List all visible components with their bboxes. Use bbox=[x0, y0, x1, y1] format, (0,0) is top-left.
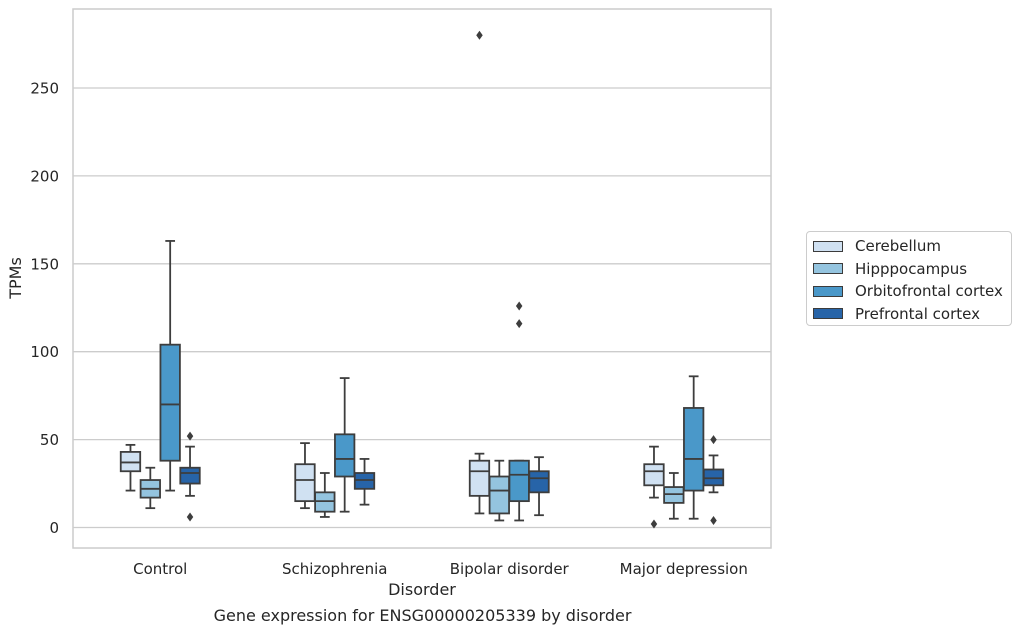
box-1-1 bbox=[314, 472, 336, 518]
legend-label-prefrontal-cortex: Prefrontal cortex bbox=[855, 304, 980, 323]
legend-swatch-cerebellum bbox=[813, 240, 843, 252]
box-1-3 bbox=[663, 472, 685, 520]
x-axis-label: Disorder bbox=[388, 580, 456, 599]
legend-item-orbitofrontal-cortex: Orbitofrontal cortex bbox=[813, 280, 1011, 303]
box-body bbox=[159, 343, 181, 462]
x-tick-label-3: Major depression bbox=[620, 560, 748, 578]
y-axis-ticks: 0 50 100 150 200 250 bbox=[30, 80, 59, 538]
box-2-0 bbox=[159, 240, 181, 492]
y-tick-label-0: 0 bbox=[49, 519, 59, 537]
box-0-3 bbox=[643, 445, 665, 529]
x-tick-label-0: Control bbox=[133, 560, 187, 578]
box-body bbox=[508, 459, 530, 503]
outlier-point-1 bbox=[186, 512, 194, 522]
plot-frame bbox=[72, 8, 772, 549]
x-axis-ticks: Control Schizophrenia Bipolar disorder Majo… bbox=[133, 560, 748, 578]
legend-item-prefrontal-cortex: Prefrontal cortex bbox=[813, 303, 1011, 326]
outlier-point-1 bbox=[710, 515, 717, 525]
box-3-3 bbox=[702, 435, 725, 525]
box-1-0 bbox=[139, 466, 161, 510]
outlier-point-0 bbox=[186, 431, 194, 441]
legend-label-cerebellum: Cerebellum bbox=[855, 237, 941, 256]
y-tick-label-3: 150 bbox=[30, 255, 59, 273]
outlier-point-0 bbox=[650, 519, 658, 529]
box-3-2 bbox=[528, 456, 550, 517]
box-body bbox=[468, 459, 491, 497]
legend-label-hipppocampus: Hipppocampus bbox=[855, 259, 968, 278]
outlier-point-1 bbox=[515, 319, 523, 329]
y-tick-label-1: 50 bbox=[40, 431, 59, 449]
box-1-2 bbox=[488, 459, 510, 522]
legend-swatch-hipppocampus bbox=[813, 263, 843, 275]
legend-item-hipppocampus: Hipppocampus bbox=[813, 258, 1011, 281]
box-0-1 bbox=[294, 442, 316, 510]
y-tick-label-2: 100 bbox=[30, 343, 59, 361]
x-tick-label-1: Schizophrenia bbox=[282, 560, 387, 578]
box-2-1 bbox=[334, 377, 356, 513]
outlier-point-0 bbox=[515, 301, 523, 311]
box-body bbox=[488, 475, 510, 515]
legend-swatch-orbitofrontal-cortex bbox=[813, 285, 843, 297]
box-0-0 bbox=[119, 443, 142, 492]
y-tick-label-4: 200 bbox=[30, 167, 59, 185]
box-2-2 bbox=[508, 301, 530, 522]
box-body bbox=[334, 433, 356, 478]
box-body bbox=[683, 407, 705, 492]
box-0-2 bbox=[468, 30, 491, 515]
y-axis-label: TPMs bbox=[6, 257, 25, 300]
box-3-1 bbox=[353, 458, 376, 506]
legend-item-cerebellum: Cerebellum bbox=[813, 235, 1011, 258]
legend-swatch-prefrontal-cortex bbox=[813, 308, 843, 320]
box-2-3 bbox=[683, 375, 705, 520]
y-tick-label-5: 250 bbox=[30, 80, 59, 98]
outlier-point-0 bbox=[476, 30, 483, 40]
box-body bbox=[643, 463, 665, 487]
legend: Cerebellum Hipppocampus Orbitofrontal co… bbox=[806, 231, 1012, 326]
figure-caption: Gene expression for ENSG00000205339 by d… bbox=[213, 606, 632, 625]
x-tick-label-2: Bipolar disorder bbox=[450, 560, 570, 578]
box-3-0 bbox=[179, 431, 201, 522]
box-body bbox=[294, 463, 316, 503]
box-body bbox=[528, 470, 550, 494]
legend-label-orbitofrontal-cortex: Orbitofrontal cortex bbox=[855, 282, 1003, 301]
box-plots bbox=[119, 30, 725, 529]
outlier-point-0 bbox=[710, 435, 717, 445]
box-body bbox=[179, 466, 201, 485]
